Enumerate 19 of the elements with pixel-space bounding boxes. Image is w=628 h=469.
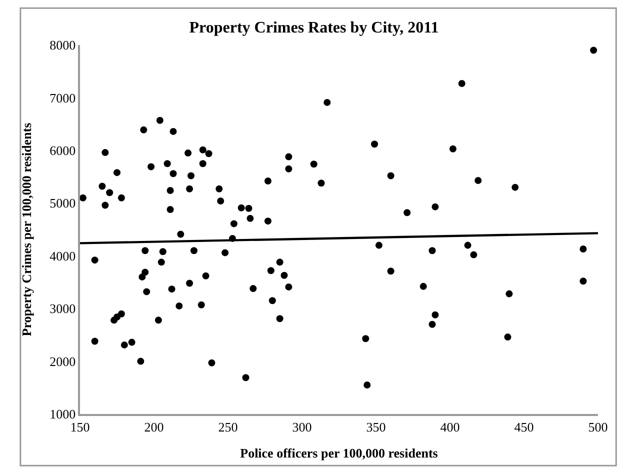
y-tick-label: 7000 (50, 90, 76, 106)
y-tick-label: 6000 (50, 142, 76, 158)
y-tick-label: 2000 (50, 354, 76, 369)
x-tick-label: 250 (218, 419, 238, 434)
y-tick-label: 1000 (50, 406, 76, 422)
x-tick-label: 200 (144, 419, 164, 434)
y-tick-label: 3000 (50, 301, 76, 316)
x-tick-label: 450 (514, 419, 534, 434)
x-tick-label: 500 (588, 419, 608, 434)
y-axis-title: Property Crimes per 100,000 residents (19, 122, 34, 336)
x-tick-label: 400 (440, 419, 460, 434)
x-tick-label: 150 (70, 419, 90, 434)
x-tick-label: 350 (366, 419, 386, 434)
y-tick-label: 8000 (50, 38, 76, 53)
x-tick-label: 300 (292, 419, 312, 434)
y-tick-label: 4000 (50, 248, 76, 264)
chart-title: Property Crimes Rates by City, 2011 (189, 19, 439, 36)
y-tick-label: 5000 (50, 196, 76, 211)
x-axis-title: Police officers per 100,000 residents (240, 445, 438, 460)
